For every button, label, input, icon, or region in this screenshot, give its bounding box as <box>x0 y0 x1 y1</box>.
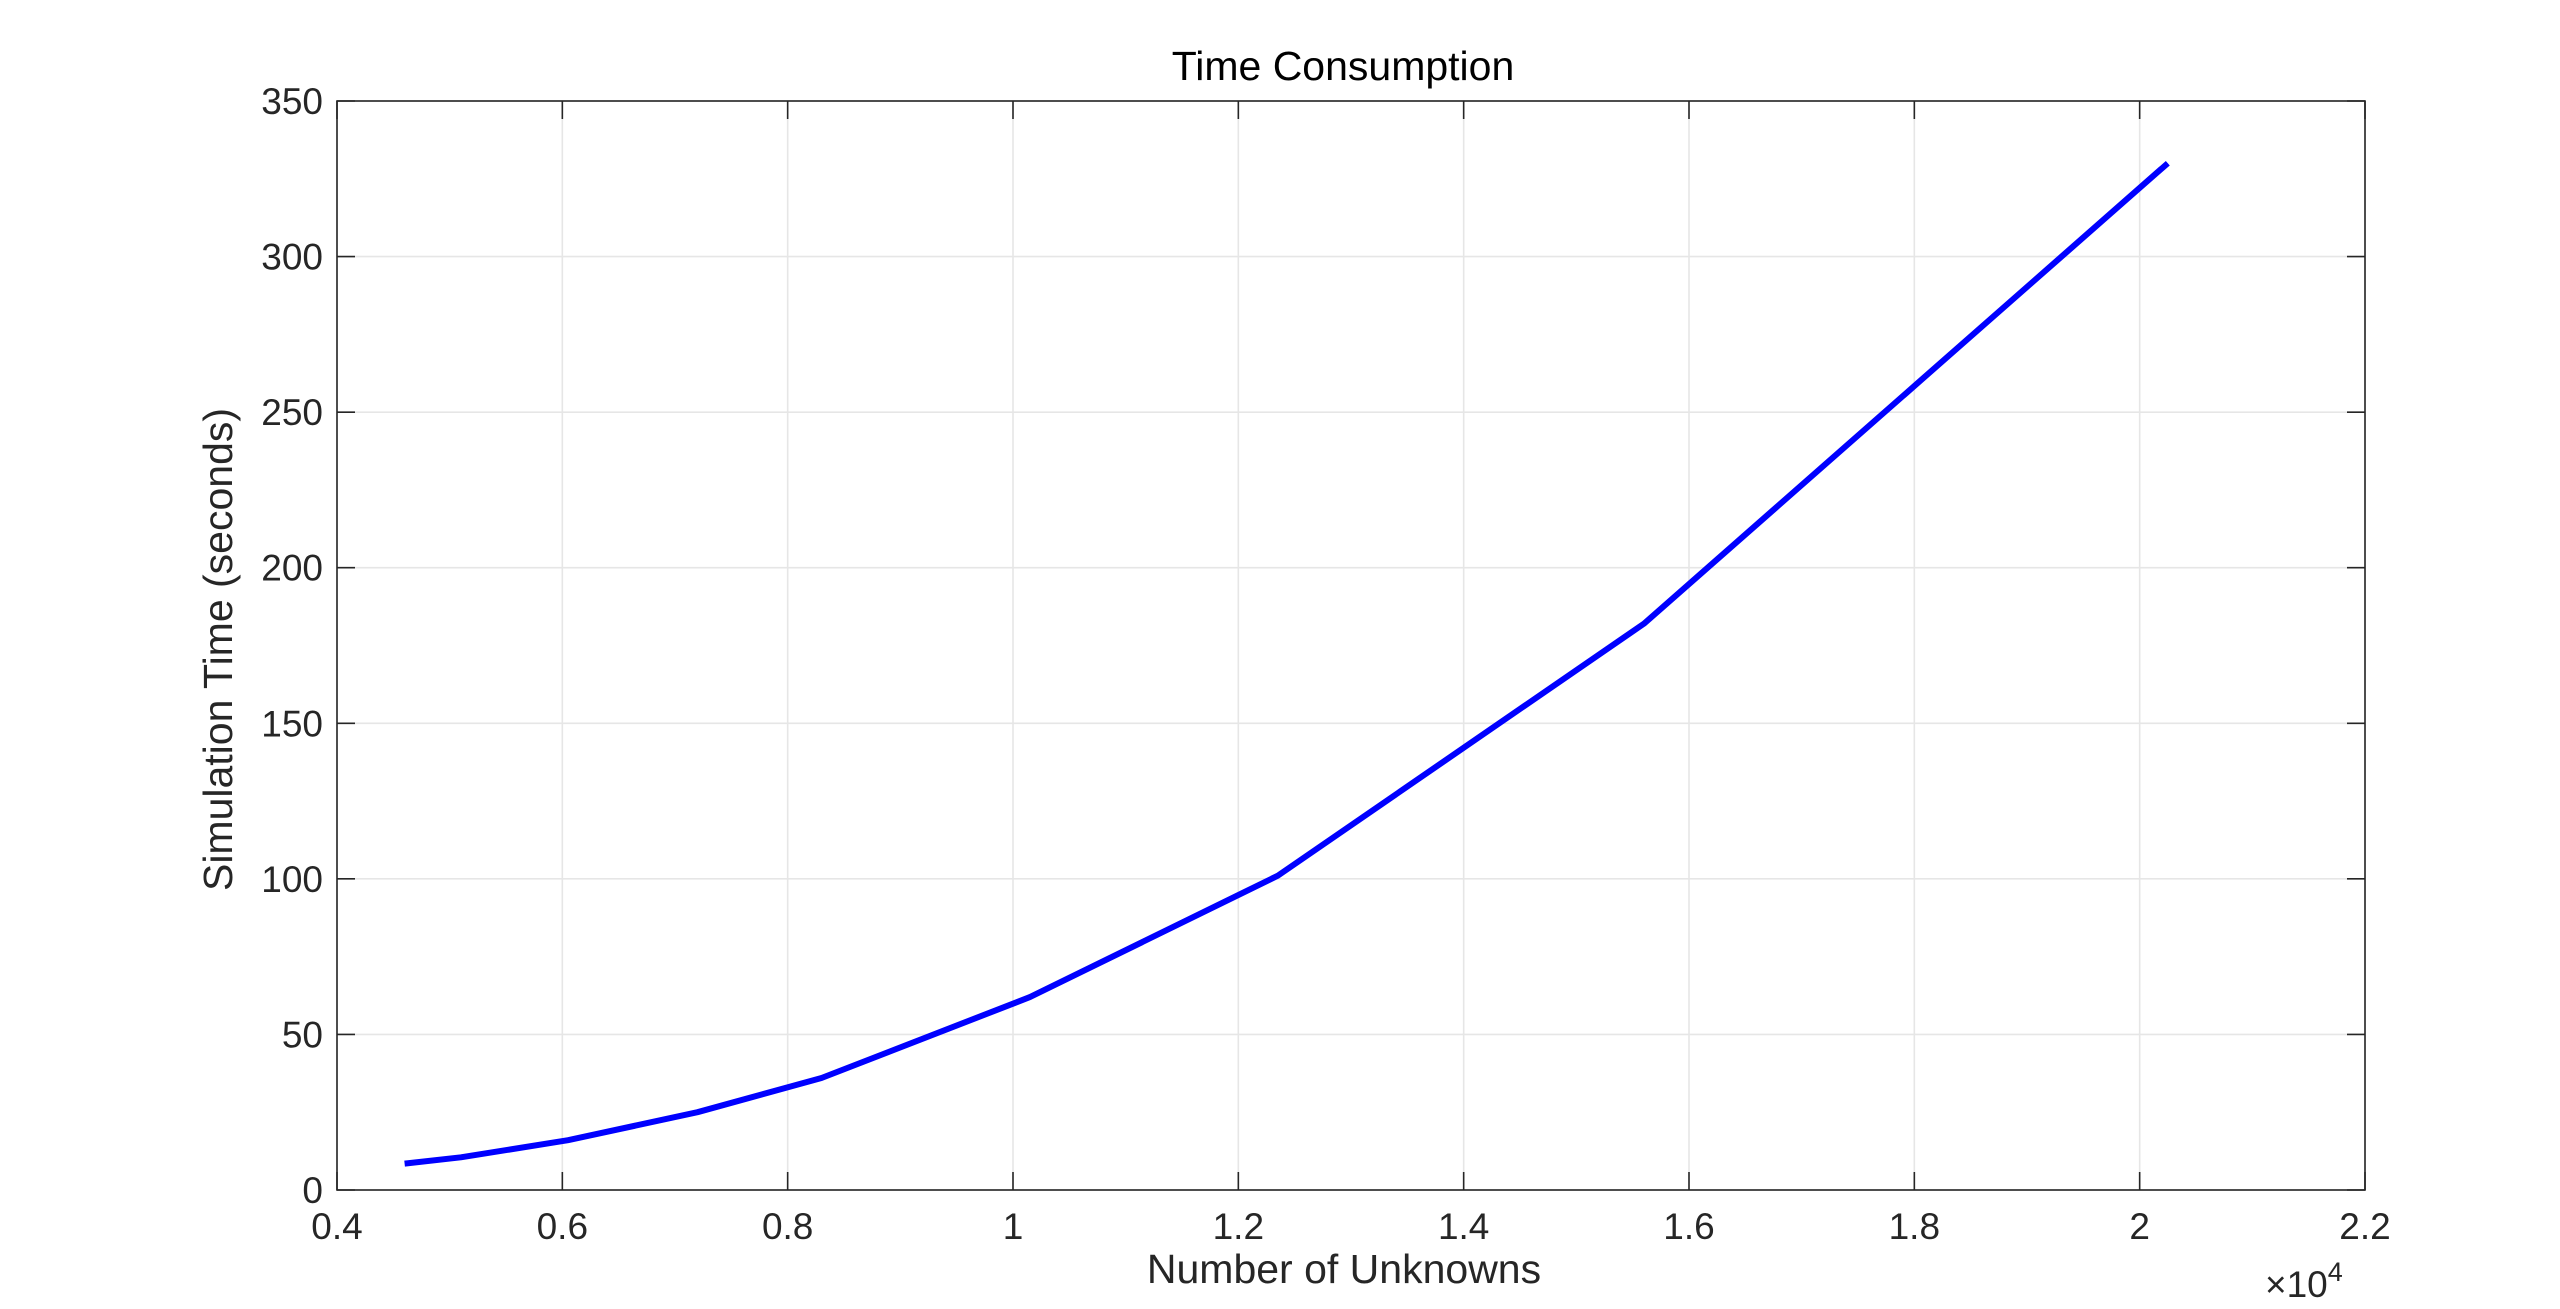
x-tick-label: 0.8 <box>762 1206 813 1247</box>
y-tick-label: 100 <box>261 859 323 900</box>
y-tick-label: 50 <box>282 1014 323 1055</box>
x-tick-labels: 0.4 0.6 0.8 1 1.2 1.4 1.6 1.8 2 2.2 <box>311 1206 2390 1247</box>
x-axis-label: Number of Unknowns <box>1147 1246 1541 1292</box>
x-tick-label: 1.6 <box>1663 1206 1714 1247</box>
y-tick-label: 300 <box>261 237 323 278</box>
series-line <box>404 160 2170 1167</box>
x-multiplier-base: ×10 <box>2265 1264 2328 1305</box>
chart-title: Time Consumption <box>1172 43 1515 89</box>
series-layer <box>404 160 2170 1167</box>
x-axis-multiplier: ×104 <box>2265 1257 2343 1305</box>
x-tick-label: 1.4 <box>1438 1206 1489 1247</box>
x-tick-label: 0.4 <box>311 1206 362 1247</box>
tick-marks <box>336 100 2366 1191</box>
x-tick-label: 1 <box>1003 1206 1024 1247</box>
y-tick-label: 200 <box>261 548 323 589</box>
y-axis-label: Simulation Time (seconds) <box>195 408 241 891</box>
plot-area <box>336 100 2366 1191</box>
y-tick-label: 0 <box>302 1170 323 1211</box>
y-tick-labels: 0 50 100 150 200 250 300 350 <box>261 81 323 1211</box>
x-tick-label: 1.8 <box>1889 1206 1940 1247</box>
x-tick-label: 2 <box>2129 1206 2150 1247</box>
x-tick-label: 2.2 <box>2339 1206 2390 1247</box>
x-multiplier-exponent: 4 <box>2328 1257 2343 1287</box>
y-tick-label: 350 <box>261 81 323 122</box>
x-tick-label: 1.2 <box>1213 1206 1264 1247</box>
y-tick-label: 250 <box>261 392 323 433</box>
grid-lines <box>336 100 2366 1191</box>
x-tick-label: 0.6 <box>537 1206 588 1247</box>
y-tick-label: 150 <box>261 703 323 744</box>
